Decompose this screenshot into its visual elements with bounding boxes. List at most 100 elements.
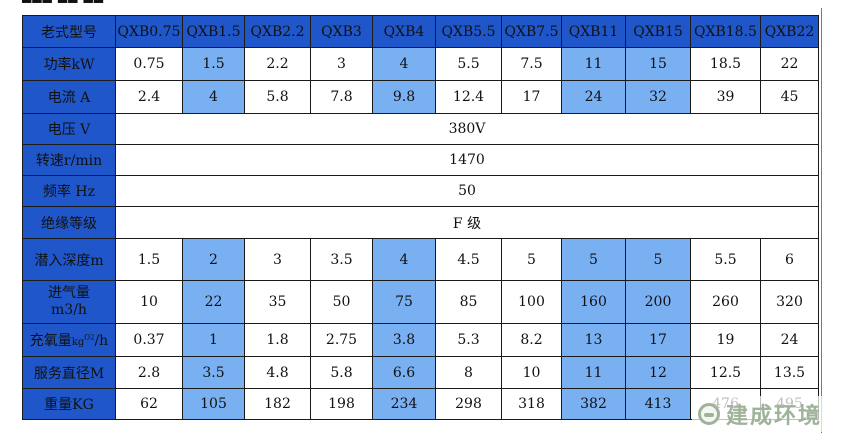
row-label-prefix: 充氧量 bbox=[29, 333, 72, 349]
value-cell: 5.8 bbox=[310, 356, 373, 389]
model-header-cell: QXB3 bbox=[310, 15, 373, 48]
row-label-two-line: 进气量 m3/h bbox=[24, 285, 115, 319]
value-cell: 0.75 bbox=[115, 47, 183, 81]
value-cell: 4 bbox=[182, 80, 245, 114]
table-row: 功率kW 0.75 1.5 2.2 3 4 5.5 7.5 11 15 18.5 22 bbox=[22, 47, 819, 81]
value-cell: 17 bbox=[501, 80, 562, 114]
model-header-cell: QXB2.2 bbox=[244, 15, 311, 48]
model-header-cell: QXB11 bbox=[561, 15, 626, 48]
row-label-suffix: /h bbox=[94, 333, 109, 349]
value-cell: 7.5 bbox=[501, 47, 562, 81]
value-cell: 105 bbox=[182, 388, 245, 420]
value-cell: 9.8 bbox=[372, 80, 436, 114]
value-cell: 35 bbox=[244, 280, 311, 324]
value-cell: 4.5 bbox=[435, 238, 502, 281]
value-cell: 320 bbox=[760, 280, 819, 324]
value-cell: 2.2 bbox=[244, 47, 311, 81]
pump-spec-table: 老式型号 QXB0.75 QXB1.5 QXB2.2 QXB3 QXB4 QXB5.5 QXB… bbox=[22, 15, 819, 420]
row-label-cell: 功率kW bbox=[22, 47, 116, 81]
top-strip: ▀▀▀ ▀▀ ▀▀ bbox=[0, 0, 843, 12]
value-cell: 85 bbox=[435, 280, 502, 324]
value-cell: 24 bbox=[760, 323, 819, 357]
value-cell: 5.8 bbox=[244, 80, 311, 114]
model-header-cell: QXB7.5 bbox=[501, 15, 562, 48]
row-label-cell: 潜入深度m bbox=[22, 238, 116, 281]
value-cell: 4 bbox=[372, 238, 436, 281]
value-cell: 298 bbox=[435, 388, 502, 420]
value-cell: 5.3 bbox=[435, 323, 502, 357]
table-header-row: 老式型号 QXB0.75 QXB1.5 QXB2.2 QXB3 QXB4 QXB5.5 QXB… bbox=[22, 15, 819, 48]
table-row: 转速r/min 1470 bbox=[22, 144, 819, 176]
value-cell: 10 bbox=[501, 356, 562, 389]
watermark-text: 建成环境 bbox=[726, 404, 823, 429]
value-cell: 10 bbox=[115, 280, 183, 324]
model-header-cell: QXB4 bbox=[372, 15, 436, 48]
row-label-line: m3/h bbox=[51, 302, 87, 318]
value-cell: 3 bbox=[244, 238, 311, 281]
value-cell: 13 bbox=[561, 323, 626, 357]
value-cell: 3.5 bbox=[182, 356, 245, 389]
row-label-cell: 绝缘等级 bbox=[22, 206, 116, 239]
value-cell: 198 bbox=[310, 388, 373, 420]
value-cell: 39 bbox=[690, 80, 761, 114]
merged-value-cell: 1470 bbox=[115, 144, 819, 176]
value-cell: 2.8 bbox=[115, 356, 183, 389]
value-cell: 0.37 bbox=[115, 323, 183, 357]
value-cell: 11 bbox=[561, 356, 626, 389]
table-row: 电压 V 380V bbox=[22, 113, 819, 145]
row-label-cell: 充氧量kgO2/h bbox=[22, 323, 116, 357]
value-cell: 8 bbox=[435, 356, 502, 389]
value-cell: 200 bbox=[625, 280, 691, 324]
value-cell: 4.8 bbox=[244, 356, 311, 389]
row-label-cell: 进气量 m3/h bbox=[22, 280, 116, 324]
merged-value-cell: 50 bbox=[115, 175, 819, 207]
value-cell: 62 bbox=[115, 388, 183, 420]
value-cell: 22 bbox=[182, 280, 245, 324]
value-cell: 12.5 bbox=[690, 356, 761, 389]
value-cell: 1 bbox=[182, 323, 245, 357]
value-cell: 318 bbox=[501, 388, 562, 420]
value-cell: 2.75 bbox=[310, 323, 373, 357]
row-label-cell: 服务直径M bbox=[22, 356, 116, 389]
cropped-caption-fragment: ▀▀▀ ▀▀ ▀▀ bbox=[22, 0, 104, 10]
value-cell: 3 bbox=[310, 47, 373, 81]
value-cell: 13.5 bbox=[760, 356, 819, 389]
value-cell: 17 bbox=[625, 323, 691, 357]
value-cell: 2 bbox=[182, 238, 245, 281]
value-cell: 3.5 bbox=[310, 238, 373, 281]
value-cell: 75 bbox=[372, 280, 436, 324]
value-cell: 3.8 bbox=[372, 323, 436, 357]
row-label-kg: kg bbox=[71, 337, 85, 348]
value-cell: 182 bbox=[244, 388, 311, 420]
value-cell: 4 bbox=[372, 47, 436, 81]
merged-value-cell: 380V bbox=[115, 113, 819, 145]
merged-value-cell: F 级 bbox=[115, 206, 819, 239]
value-cell: 234 bbox=[372, 388, 436, 420]
value-cell: 18.5 bbox=[690, 47, 761, 81]
row-label-cell: 转速r/min bbox=[22, 144, 116, 176]
value-cell: 12.4 bbox=[435, 80, 502, 114]
value-cell: 11 bbox=[561, 47, 626, 81]
model-header-cell: QXB5.5 bbox=[435, 15, 502, 48]
value-cell: 1.8 bbox=[244, 323, 311, 357]
value-cell: 2.4 bbox=[115, 80, 183, 114]
value-cell: 12 bbox=[625, 356, 691, 389]
value-cell: 1.5 bbox=[182, 47, 245, 81]
table-row: 频率 Hz 50 bbox=[22, 175, 819, 207]
value-cell: 413 bbox=[625, 388, 691, 420]
value-cell: 24 bbox=[561, 80, 626, 114]
value-cell: 32 bbox=[625, 80, 691, 114]
value-cell: 1.5 bbox=[115, 238, 183, 281]
value-cell: 5.5 bbox=[690, 238, 761, 281]
value-cell: 15 bbox=[625, 47, 691, 81]
table-row: 进气量 m3/h 10 22 35 50 75 85 100 160 200 260 320 bbox=[22, 280, 819, 324]
row-label-cell: 电流 A bbox=[22, 80, 116, 114]
spec-table-body: 老式型号 QXB0.75 QXB1.5 QXB2.2 QXB3 QXB4 QXB5.5 QXB… bbox=[22, 15, 819, 420]
value-cell: 6.6 bbox=[372, 356, 436, 389]
value-cell: 100 bbox=[501, 280, 562, 324]
value-cell: 160 bbox=[561, 280, 626, 324]
page-margin-rule bbox=[821, 8, 822, 433]
table-row: 电流 A 2.4 4 5.8 7.8 9.8 12.4 17 24 32 39 45 bbox=[22, 80, 819, 114]
value-cell: 45 bbox=[760, 80, 819, 114]
watermark: 建成环境 bbox=[692, 396, 832, 432]
